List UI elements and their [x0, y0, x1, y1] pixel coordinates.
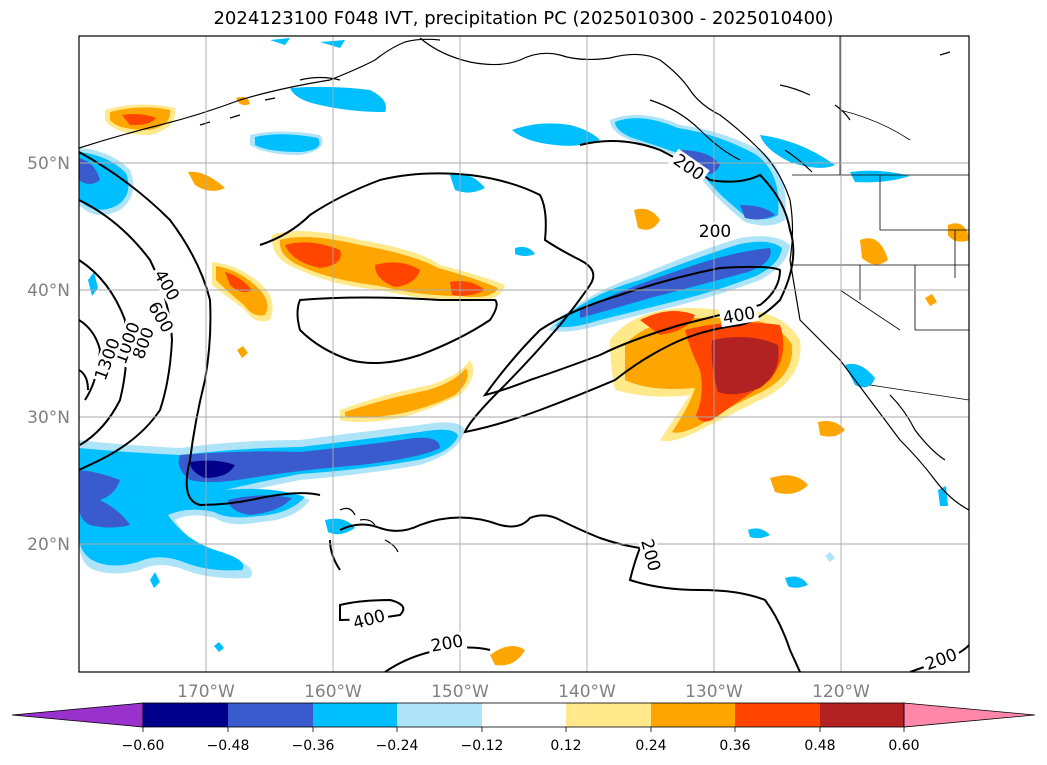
colorbar: −0.60 −0.48 −0.36 −0.24 −0.12 0.12 0.24 … — [11, 702, 1036, 754]
colorbar-tick-label: −0.36 — [292, 738, 335, 754]
colorbar-segment — [313, 703, 397, 727]
colorbar-segment — [820, 703, 904, 727]
lat-label: 20°N — [27, 535, 70, 555]
colorbar-segment — [482, 703, 566, 727]
lat-label: 50°N — [27, 154, 70, 174]
colorbar-segment — [735, 703, 820, 727]
colorbar-tick-label: −0.60 — [122, 738, 165, 754]
gridlines — [79, 36, 969, 672]
lat-label: 30°N — [27, 408, 70, 428]
colorbar-segment — [143, 703, 228, 727]
lat-label: 40°N — [27, 281, 70, 301]
lon-label: 140°W — [558, 682, 616, 702]
colorbar-segment — [651, 703, 735, 727]
lon-label: 150°W — [431, 682, 489, 702]
colorbar-tick-label: 0.24 — [635, 738, 666, 754]
colorbar-tick-label: 0.12 — [550, 738, 581, 754]
lon-label: 170°W — [177, 682, 235, 702]
colorbar-segment — [566, 703, 651, 727]
longitude-labels: 170°W 160°W 150°W 140°W 130°W 120°W — [177, 682, 870, 702]
lon-label: 160°W — [304, 682, 362, 702]
colorbar-tick-label: 0.60 — [888, 738, 919, 754]
lon-label: 130°W — [685, 682, 743, 702]
colorbar-segment — [228, 703, 313, 727]
colorbar-extend-max — [903, 702, 1036, 728]
coastlines — [79, 37, 969, 553]
map-title: 2024123100 F048 IVT, precipitation PC (2… — [213, 8, 834, 29]
colorbar-tick-label: 0.36 — [719, 738, 750, 754]
colorbar-tick-label: −0.24 — [376, 738, 419, 754]
colorbar-tick-label: −0.48 — [207, 738, 250, 754]
latitude-labels: 50°N 40°N 30°N 20°N — [27, 154, 70, 555]
colorbar-segment — [397, 703, 482, 727]
precip-negative-anomalies — [79, 38, 948, 652]
map-content: 200 200 200 200 200 400 400 400 600 800 … — [79, 36, 969, 672]
lon-label: 120°W — [812, 682, 870, 702]
colorbar-extend-min — [11, 702, 144, 728]
colorbar-tick-label: −0.12 — [461, 738, 504, 754]
borders — [790, 36, 969, 401]
contour-label: 200 — [699, 222, 731, 242]
colorbar-tick-label: 0.48 — [804, 738, 835, 754]
map-frame — [78, 35, 970, 673]
